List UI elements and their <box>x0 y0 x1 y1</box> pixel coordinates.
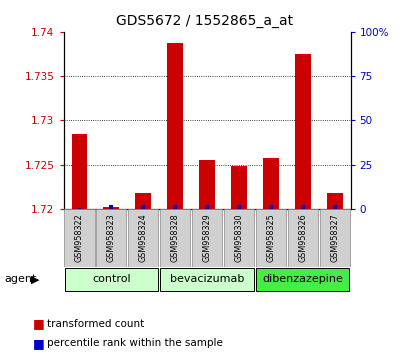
Bar <box>160 268 253 291</box>
Text: percentile rank within the sample: percentile rank within the sample <box>47 338 222 348</box>
Bar <box>256 268 348 291</box>
Text: GSM958322: GSM958322 <box>75 214 84 262</box>
Text: GSM958323: GSM958323 <box>107 214 116 262</box>
Bar <box>326 193 342 209</box>
Bar <box>230 166 246 209</box>
Bar <box>160 210 190 267</box>
Bar <box>236 205 240 209</box>
Bar <box>255 210 285 267</box>
Bar <box>128 210 158 267</box>
Bar <box>96 210 126 267</box>
Bar <box>103 207 119 209</box>
Bar <box>287 210 317 267</box>
Bar <box>77 208 81 209</box>
Bar <box>71 134 87 209</box>
Bar <box>268 205 272 209</box>
Bar <box>199 160 214 209</box>
Bar <box>167 44 183 209</box>
Text: agent: agent <box>4 274 36 284</box>
Bar <box>141 205 145 209</box>
Text: ▶: ▶ <box>31 274 39 284</box>
Text: GSM958329: GSM958329 <box>202 214 211 262</box>
Text: dibenzazepine: dibenzazepine <box>262 274 342 284</box>
Bar <box>332 205 336 209</box>
Bar <box>64 210 94 267</box>
Text: control: control <box>92 274 130 284</box>
Text: transformed count: transformed count <box>47 319 144 329</box>
Bar <box>173 205 177 209</box>
Bar <box>191 210 222 267</box>
Text: GDS5672 / 1552865_a_at: GDS5672 / 1552865_a_at <box>116 14 293 28</box>
Text: ■: ■ <box>33 337 45 350</box>
Text: ■: ■ <box>33 318 45 330</box>
Text: GSM958326: GSM958326 <box>297 214 306 262</box>
Bar <box>294 54 310 209</box>
Bar <box>109 205 113 209</box>
Bar <box>300 205 304 209</box>
Text: bevacizumab: bevacizumab <box>169 274 244 284</box>
Bar <box>319 210 349 267</box>
Bar <box>223 210 254 267</box>
Bar <box>262 158 278 209</box>
Bar <box>204 205 209 209</box>
Text: GSM958330: GSM958330 <box>234 214 243 262</box>
Text: GSM958325: GSM958325 <box>266 214 275 262</box>
Text: GSM958327: GSM958327 <box>329 214 338 262</box>
Text: GSM958324: GSM958324 <box>138 214 147 262</box>
Text: GSM958328: GSM958328 <box>170 214 179 262</box>
Bar <box>65 268 157 291</box>
Bar <box>135 193 151 209</box>
